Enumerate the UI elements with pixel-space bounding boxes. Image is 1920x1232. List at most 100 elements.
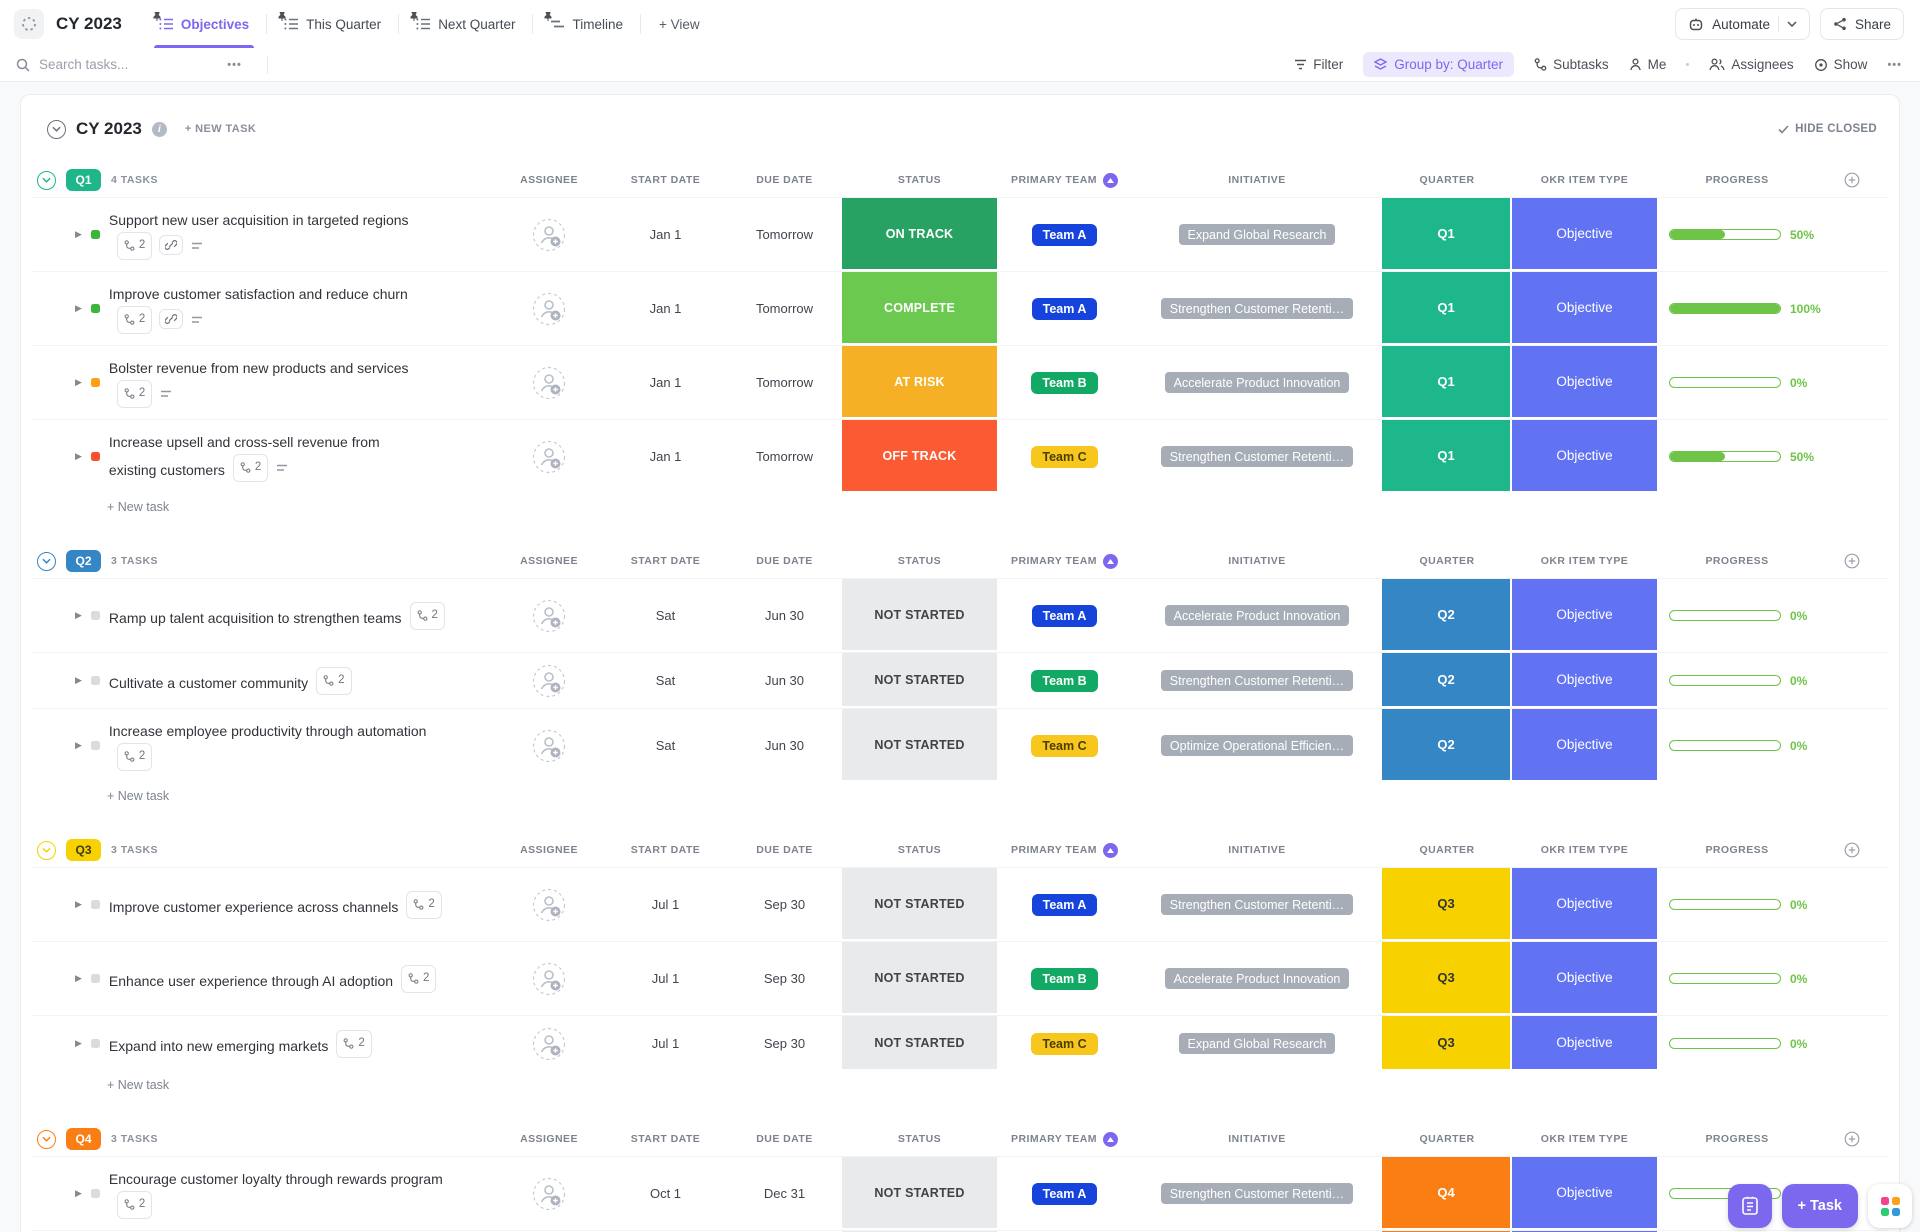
subtask-count-badge[interactable]: 2 xyxy=(116,232,153,260)
column-header-okr-item-type[interactable]: OKR ITEM TYPE xyxy=(1540,174,1629,186)
status-cell[interactable]: NOT STARTED xyxy=(842,653,997,708)
column-header-assignee[interactable]: ASSIGNEE xyxy=(520,174,578,186)
info-icon[interactable]: i xyxy=(151,121,167,137)
okr-item-type-cell[interactable]: Objective xyxy=(1512,420,1657,493)
subtask-count-badge[interactable]: 2 xyxy=(116,743,153,771)
start-date[interactable]: Jan 1 xyxy=(649,227,682,242)
column-header-status[interactable]: STATUS xyxy=(897,1133,942,1145)
task-status-dot[interactable] xyxy=(90,676,100,685)
expand-task-icon[interactable]: ▶ xyxy=(75,740,82,750)
quarter-cell[interactable]: Q3 xyxy=(1382,868,1512,941)
collapse-group-icon[interactable] xyxy=(37,840,56,860)
task-title[interactable]: Support new user acquisition in targeted… xyxy=(108,212,409,228)
due-date[interactable]: Tomorrow xyxy=(755,449,814,464)
toolbar-more-icon[interactable]: ••• xyxy=(1887,58,1902,71)
team-badge[interactable]: Team A xyxy=(1031,297,1098,320)
task-title[interactable]: Encourage customer loyalty through rewar… xyxy=(108,1171,443,1187)
due-date[interactable]: Sep 30 xyxy=(763,971,806,986)
expand-task-icon[interactable]: ▶ xyxy=(75,451,82,461)
expand-task-icon[interactable]: ▶ xyxy=(75,973,82,983)
okr-item-type-cell[interactable]: Objective xyxy=(1512,868,1657,941)
initiative-badge[interactable]: Expand Global Research xyxy=(1178,1033,1336,1054)
assignee-add-button[interactable] xyxy=(494,664,604,698)
status-cell[interactable]: NOT STARTED xyxy=(842,868,997,941)
column-header-primary-team[interactable]: PRIMARY TEAM xyxy=(997,172,1132,188)
due-date[interactable]: Tomorrow xyxy=(755,375,814,390)
start-date[interactable]: Sat xyxy=(655,608,676,623)
task-status-dot[interactable] xyxy=(90,1189,100,1198)
task-status-dot[interactable] xyxy=(90,452,100,461)
sort-ascending-icon[interactable] xyxy=(1102,553,1118,569)
team-badge[interactable]: Team B xyxy=(1031,967,1098,990)
group-badge[interactable]: Q2 xyxy=(66,550,101,572)
column-header-assignee[interactable]: ASSIGNEE xyxy=(520,555,578,567)
initiative-badge[interactable]: Strengthen Customer Retenti… xyxy=(1160,298,1354,319)
task-status-dot[interactable] xyxy=(90,378,100,387)
task-status-dot[interactable] xyxy=(90,900,100,909)
filter-button[interactable]: Filter xyxy=(1294,57,1343,72)
start-date[interactable]: Jul 1 xyxy=(651,971,680,986)
column-header-quarter[interactable]: QUARTER xyxy=(1419,555,1475,567)
column-header-progress[interactable]: PROGRESS xyxy=(1705,555,1769,567)
team-badge[interactable]: Team A xyxy=(1031,223,1098,246)
task-title[interactable]: Increase employee productivity through a… xyxy=(108,723,427,739)
assignee-add-button[interactable] xyxy=(494,292,604,326)
quarter-cell[interactable]: Q1 xyxy=(1382,272,1512,345)
subtask-count-badge[interactable]: 2 xyxy=(116,1191,153,1219)
initiative-badge[interactable]: Strengthen Customer Retenti… xyxy=(1160,1183,1354,1204)
link-icon[interactable] xyxy=(159,235,184,255)
team-badge[interactable]: Team B xyxy=(1031,669,1098,692)
tab-this-quarter[interactable]: This Quarter xyxy=(267,0,398,48)
column-header-initiative[interactable]: INITIATIVE xyxy=(1228,1133,1286,1145)
start-date[interactable]: Jan 1 xyxy=(649,375,682,390)
group-by-button[interactable]: Group by: Quarter xyxy=(1363,52,1515,77)
start-date[interactable]: Oct 1 xyxy=(649,1186,682,1201)
team-badge[interactable]: Team B xyxy=(1031,371,1098,394)
add-column-icon[interactable] xyxy=(1817,842,1887,858)
due-date[interactable]: Dec 31 xyxy=(763,1186,806,1201)
expand-task-icon[interactable]: ▶ xyxy=(75,303,82,313)
column-header-status[interactable]: STATUS xyxy=(897,844,942,856)
subtask-count-badge[interactable]: 2 xyxy=(232,454,269,482)
due-date[interactable]: Jun 30 xyxy=(764,608,805,623)
apps-grid-button[interactable] xyxy=(1868,1184,1912,1228)
me-button[interactable]: Me xyxy=(1629,57,1666,72)
assignees-button[interactable]: Assignees xyxy=(1709,57,1794,72)
new-task-button[interactable]: + NEW TASK xyxy=(184,123,257,135)
description-icon[interactable] xyxy=(191,242,203,250)
task-title[interactable]: Improve customer satisfaction and reduce… xyxy=(108,286,408,302)
expand-task-icon[interactable]: ▶ xyxy=(75,675,82,685)
column-header-status[interactable]: STATUS xyxy=(897,174,942,186)
quarter-cell[interactable]: Q3 xyxy=(1382,1016,1512,1071)
initiative-badge[interactable]: Accelerate Product Innovation xyxy=(1164,372,1350,393)
subtask-count-badge[interactable]: 2 xyxy=(406,890,442,919)
expand-task-icon[interactable]: ▶ xyxy=(75,1038,82,1048)
due-date[interactable]: Sep 30 xyxy=(763,1036,806,1051)
task-status-dot[interactable] xyxy=(90,741,100,750)
notepad-button[interactable] xyxy=(1727,1184,1772,1228)
due-date[interactable]: Jun 30 xyxy=(764,673,805,688)
expand-task-icon[interactable]: ▶ xyxy=(75,377,82,387)
status-cell[interactable]: NOT STARTED xyxy=(842,1016,997,1071)
okr-item-type-cell[interactable]: Objective xyxy=(1512,272,1657,345)
due-date[interactable]: Jun 30 xyxy=(764,738,805,753)
column-header-status[interactable]: STATUS xyxy=(897,555,942,567)
task-title[interactable]: Enhance user experience through AI adopt… xyxy=(108,972,394,989)
subtask-count-badge[interactable]: 2 xyxy=(116,380,153,408)
sort-ascending-icon[interactable] xyxy=(1102,1131,1118,1147)
quarter-cell[interactable]: Q2 xyxy=(1382,709,1512,782)
column-header-initiative[interactable]: INITIATIVE xyxy=(1228,844,1286,856)
share-button[interactable]: Share xyxy=(1819,8,1904,40)
status-cell[interactable]: NOT STARTED xyxy=(842,709,997,782)
okr-item-type-cell[interactable]: Objective xyxy=(1512,346,1657,419)
add-task-button[interactable]: + New task xyxy=(107,500,170,514)
assignee-add-button[interactable] xyxy=(494,440,604,474)
description-icon[interactable] xyxy=(160,390,172,398)
status-cell[interactable]: NOT STARTED xyxy=(842,942,997,1015)
assignee-add-button[interactable] xyxy=(494,1027,604,1061)
team-badge[interactable]: Team A xyxy=(1031,893,1098,916)
tab-next-quarter[interactable]: Next Quarter xyxy=(399,0,532,48)
task-status-dot[interactable] xyxy=(90,304,100,313)
initiative-badge[interactable]: Strengthen Customer Retenti… xyxy=(1160,446,1354,467)
assignee-add-button[interactable] xyxy=(494,366,604,400)
